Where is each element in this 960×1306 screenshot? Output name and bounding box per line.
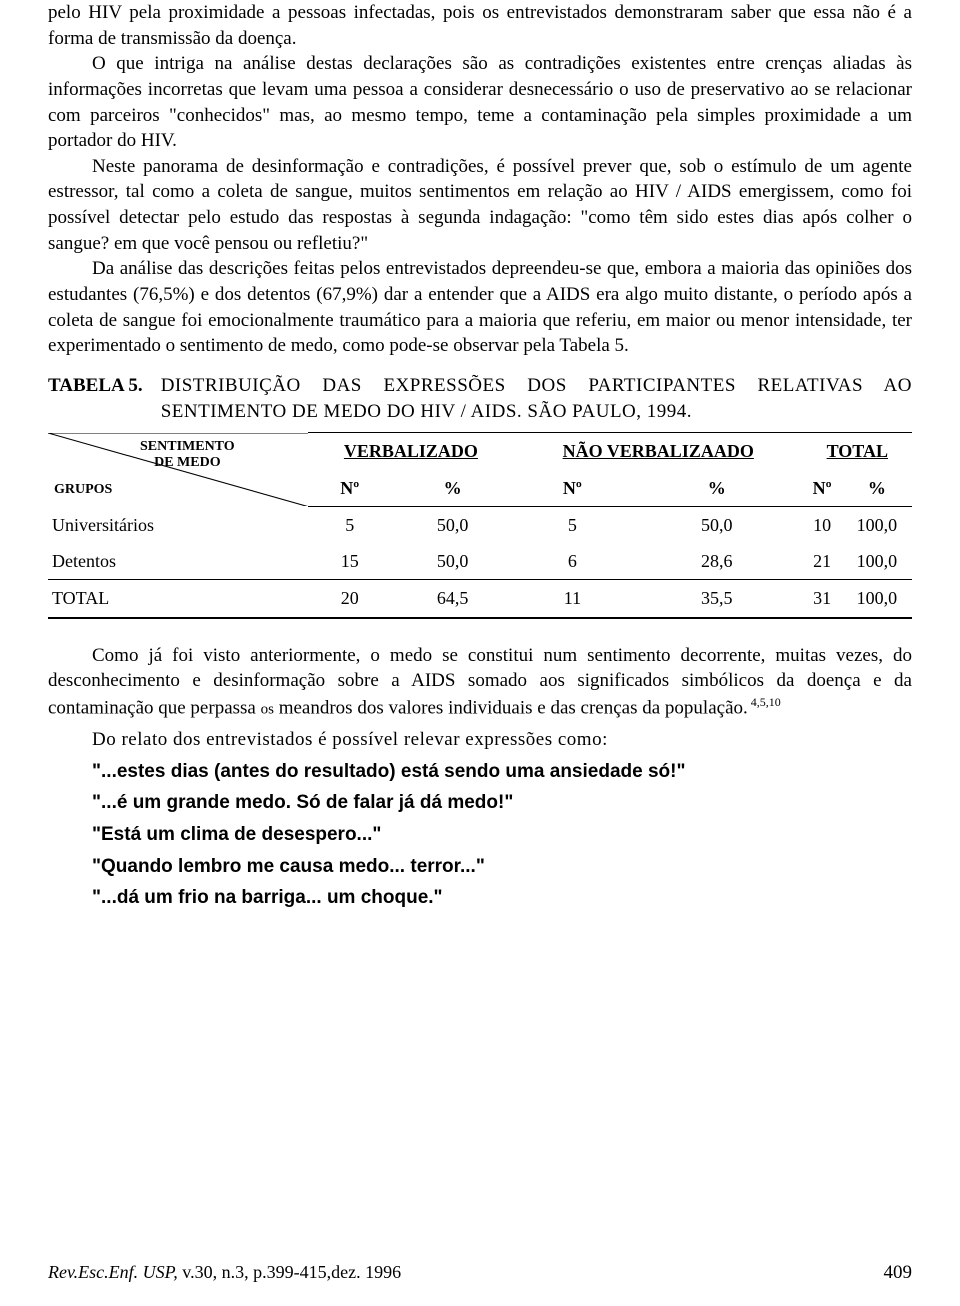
page-footer: Rev.Esc.Enf. USP, v.30, n.3, p.399-415,d… <box>48 1262 912 1284</box>
footer-page-number: 409 <box>884 1262 913 1284</box>
paragraph-3: Neste panorama de desinformação e contra… <box>48 154 912 257</box>
cell: 100,0 <box>842 580 912 618</box>
quote: "Está um clima de desespero..." <box>92 822 912 848</box>
table-5: SENTIMENTO DE MEDO GRUPOS VERBALIZADO NÃ… <box>48 432 912 618</box>
cell: 28,6 <box>631 543 803 580</box>
table-row: Universitários 5 50,0 5 50,0 10 100,0 <box>48 506 912 543</box>
table-title: TABELA 5. DISTRIBUIÇÃO DAS EXPRESSÕES DO… <box>48 373 912 424</box>
cell-group: Universitários <box>48 506 308 543</box>
header-total: TOTAL <box>803 433 912 470</box>
cell: 50,0 <box>391 543 513 580</box>
paragraph-6: Do relato dos entrevistados é possível r… <box>48 727 912 753</box>
quote: "...estes dias (antes do resultado) está… <box>92 759 912 785</box>
table-header-row-1: SENTIMENTO DE MEDO GRUPOS VERBALIZADO NÃ… <box>48 433 912 470</box>
cell: 100,0 <box>842 506 912 543</box>
sub-pct-1: % <box>391 470 513 507</box>
cell: 100,0 <box>842 543 912 580</box>
sub-pct-3: % <box>842 470 912 507</box>
table-row-total: TOTAL 20 64,5 11 35,5 31 100,0 <box>48 580 912 618</box>
footer-reference: Rev.Esc.Enf. USP, v.30, n.3, p.399-415,d… <box>48 1262 401 1284</box>
table-label: TABELA 5. <box>48 373 143 399</box>
diag-bottom-label: GRUPOS <box>54 481 112 500</box>
sub-n-2: Nº <box>514 470 631 507</box>
cell: 11 <box>514 580 631 618</box>
quote: "Quando lembro me causa medo... terror..… <box>92 854 912 880</box>
cell: 5 <box>308 506 391 543</box>
sub-n-3: Nº <box>803 470 842 507</box>
cell: 5 <box>514 506 631 543</box>
paragraph-5: Como já foi visto anteriormente, o medo … <box>48 643 912 721</box>
quote: "...dá um frio na barriga... um choque." <box>92 885 912 911</box>
cell: 64,5 <box>391 580 513 618</box>
cell: 35,5 <box>631 580 803 618</box>
cell-group: TOTAL <box>48 580 308 618</box>
paragraph-4: Da análise das descrições feitas pelos e… <box>48 256 912 359</box>
paragraph-1: pelo HIV pela proximidade a pessoas infe… <box>48 0 912 51</box>
cell: 15 <box>308 543 391 580</box>
quote: "...é um grande medo. Só de falar já dá … <box>92 790 912 816</box>
diag-top-label: SENTIMENTO DE MEDO <box>140 439 235 471</box>
sub-pct-2: % <box>631 470 803 507</box>
cell: 6 <box>514 543 631 580</box>
cell: 20 <box>308 580 391 618</box>
header-nao-verbalizado: NÃO VERBALIZAADO <box>514 433 803 470</box>
table-caption: DISTRIBUIÇÃO DAS EXPRESSÕES DOS PARTICIP… <box>161 373 912 424</box>
cell: 10 <box>803 506 842 543</box>
table-row: Detentos 15 50,0 6 28,6 21 100,0 <box>48 543 912 580</box>
citation-superscript: 4,5,10 <box>748 695 781 709</box>
header-verbalizado: VERBALIZADO <box>308 433 514 470</box>
cell: 50,0 <box>631 506 803 543</box>
paragraph-2: O que intriga na análise destas declaraç… <box>48 51 912 154</box>
page-content: pelo HIV pela proximidade a pessoas infe… <box>48 0 912 911</box>
table-header-diagonal: SENTIMENTO DE MEDO GRUPOS <box>48 433 308 507</box>
cell: 21 <box>803 543 842 580</box>
cell: 50,0 <box>391 506 513 543</box>
cell-group: Detentos <box>48 543 308 580</box>
cell: 31 <box>803 580 842 618</box>
sub-n-1: Nº <box>308 470 391 507</box>
